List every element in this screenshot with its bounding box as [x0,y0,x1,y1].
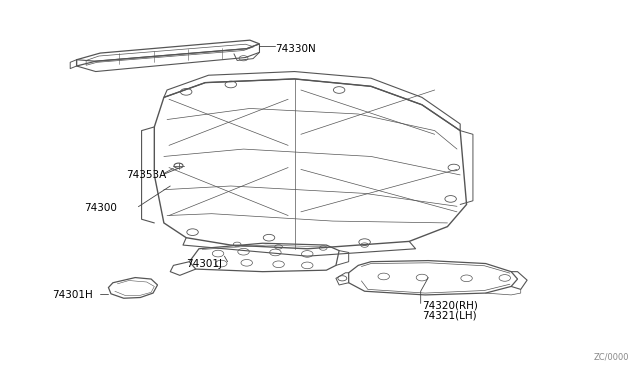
Text: 74321(LH): 74321(LH) [422,310,477,320]
Text: 74301H: 74301H [52,290,93,300]
Text: ZC/0000: ZC/0000 [593,352,629,361]
Text: 74353A: 74353A [125,170,166,180]
Text: 74300: 74300 [84,203,117,213]
Text: 74330N: 74330N [275,44,316,54]
Text: 74301J: 74301J [186,259,222,269]
Text: 74320(RH): 74320(RH) [422,301,478,311]
